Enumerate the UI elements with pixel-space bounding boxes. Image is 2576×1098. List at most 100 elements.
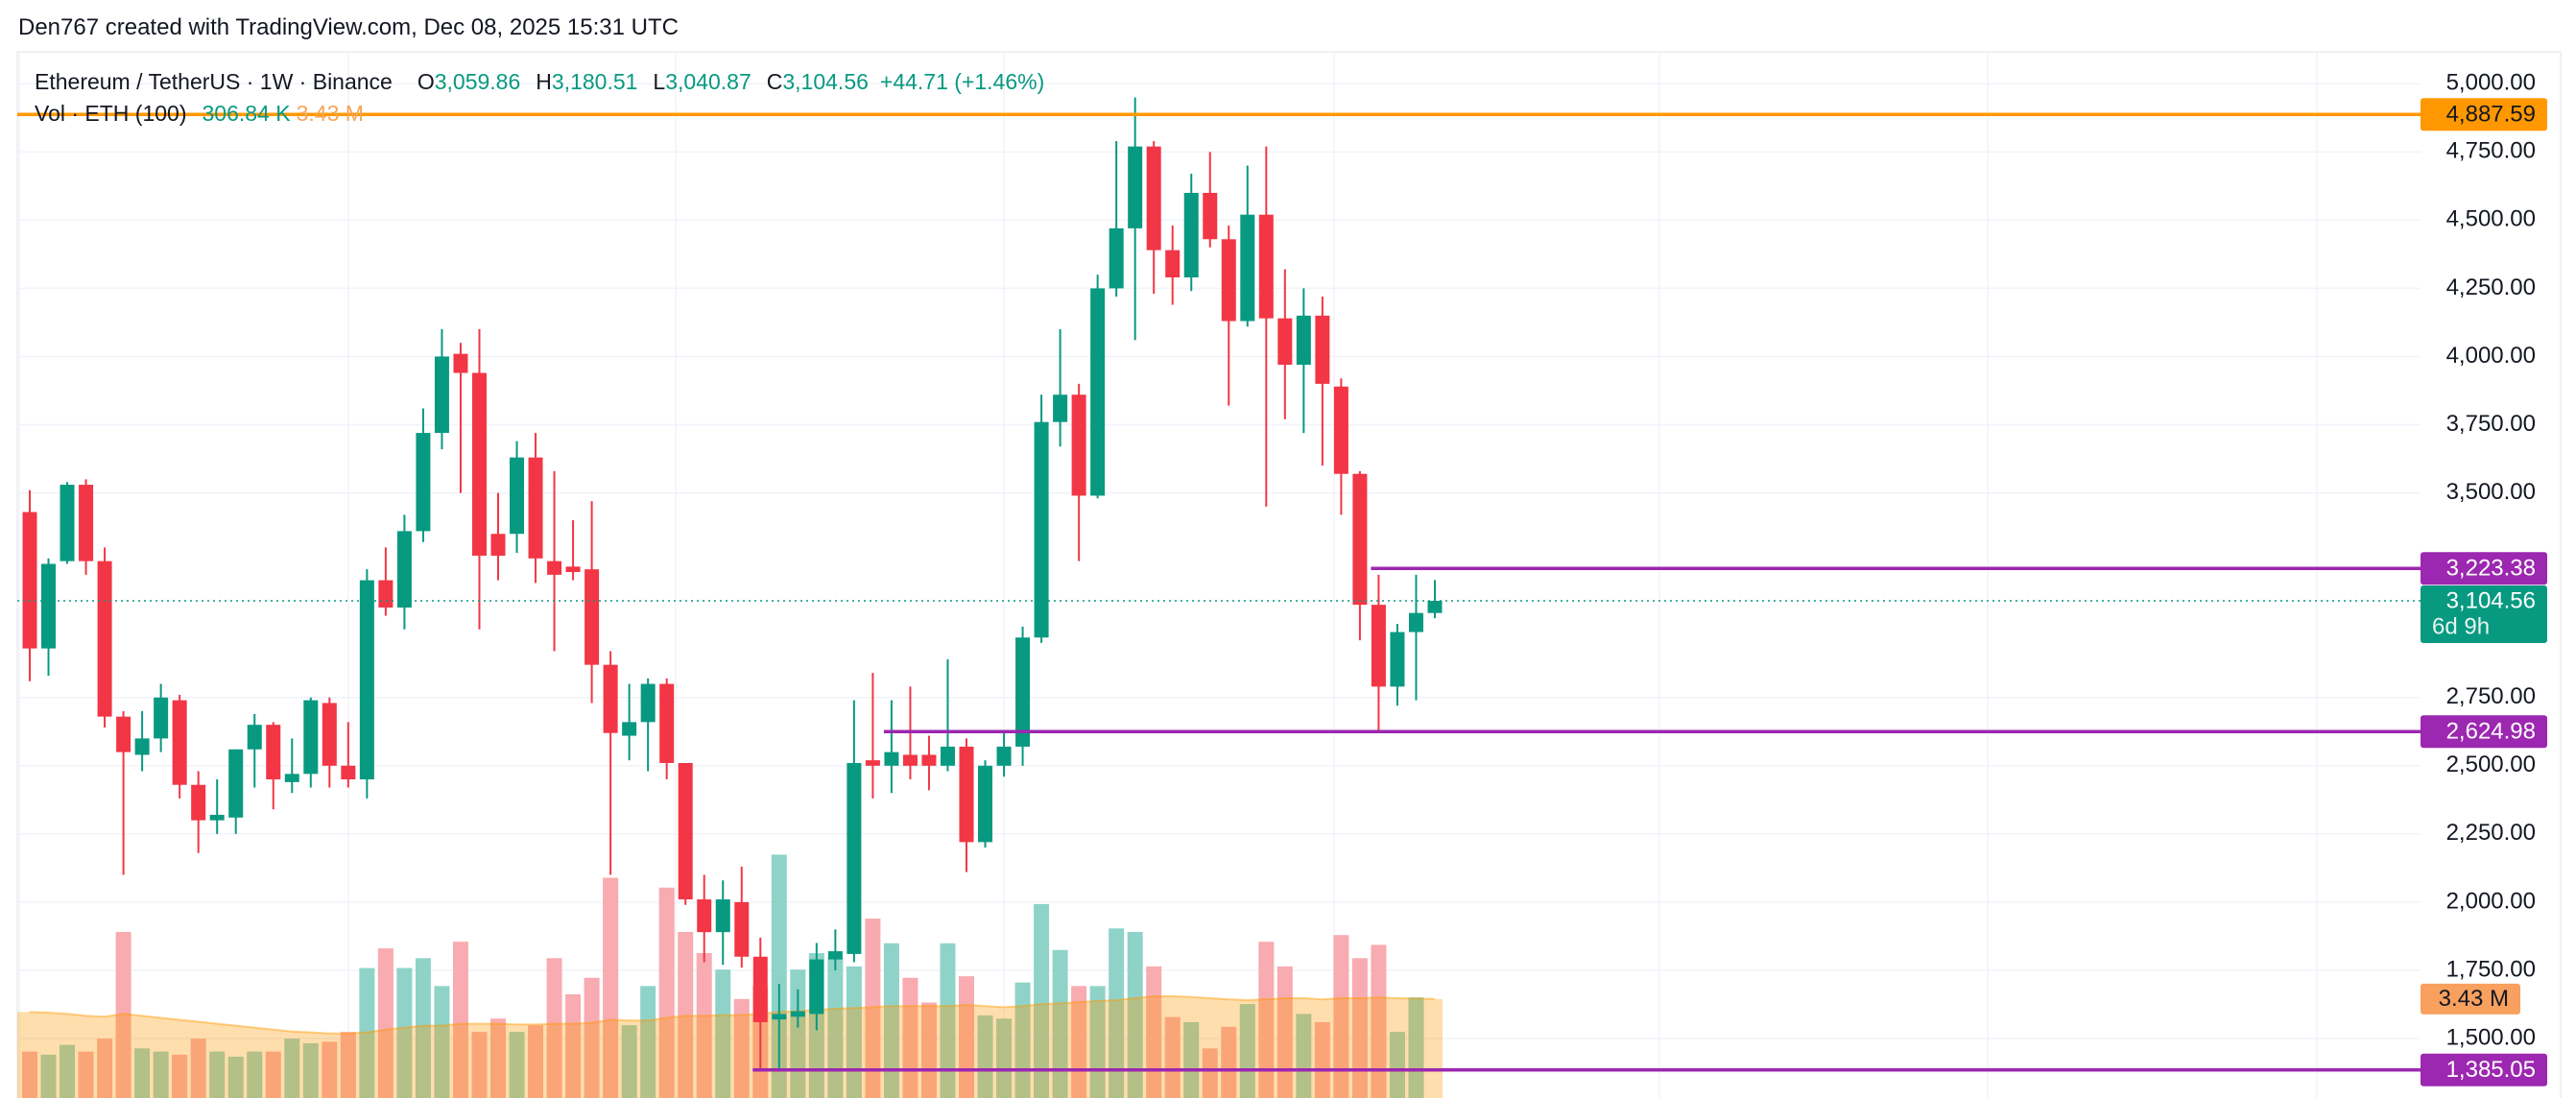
candle-body xyxy=(902,754,918,766)
volume-bar xyxy=(1127,931,1143,1098)
candle-body xyxy=(41,563,57,649)
volume-bar xyxy=(60,1044,76,1098)
ohlc-value: 3,104.56 xyxy=(782,69,869,94)
volume-bar xyxy=(865,919,881,1098)
volume-bar xyxy=(97,1038,113,1098)
candle-body xyxy=(453,353,468,373)
volume-bar xyxy=(733,998,750,1098)
candle-body xyxy=(359,580,374,780)
ohlc-value: 3,040.87 xyxy=(665,69,751,94)
volume-bar xyxy=(209,1051,226,1098)
volume-bar xyxy=(902,977,918,1098)
volume-bar xyxy=(603,877,619,1098)
volume-bar xyxy=(959,976,974,1098)
volume-bar xyxy=(471,1032,488,1098)
volume-bar xyxy=(1408,997,1424,1098)
volume-bar xyxy=(509,1032,525,1098)
volume-bar xyxy=(565,993,582,1098)
candle-body xyxy=(565,566,581,573)
ohlc-key: H xyxy=(536,69,552,94)
candle-body xyxy=(790,1011,805,1017)
price-tag-label: 4,887.59 xyxy=(2446,102,2536,128)
candle-body xyxy=(60,485,75,561)
candle-body xyxy=(1128,146,1143,228)
candle-body xyxy=(1352,473,1368,606)
candle-body xyxy=(1053,394,1068,422)
volume-bar xyxy=(1239,1004,1255,1098)
y-tick-label: 5,000.00 xyxy=(2446,70,2536,96)
price-tag xyxy=(2421,98,2547,131)
volume-bar xyxy=(434,986,450,1098)
countdown-label: 6d 9h xyxy=(2432,613,2490,639)
candle-body xyxy=(1203,192,1218,240)
candle-body xyxy=(284,774,299,782)
candle-body xyxy=(116,716,131,752)
candle-body xyxy=(172,700,187,785)
candle-body xyxy=(1183,192,1199,278)
volume-bar xyxy=(790,969,806,1098)
volume-bar xyxy=(920,1002,937,1098)
candle-body xyxy=(1090,288,1106,496)
volume-bar xyxy=(1146,966,1162,1098)
volume-ma-line xyxy=(29,994,1436,1035)
ohlc-value: 3,180.51 xyxy=(551,69,638,94)
volume-ma-value: 3.43 M xyxy=(296,101,364,126)
y-tick-label: 2,250.00 xyxy=(2446,820,2536,846)
candle-body xyxy=(1408,612,1423,633)
candle-body xyxy=(1165,250,1181,278)
volume-value: 306.84 K xyxy=(202,101,291,126)
candle-body xyxy=(1390,632,1405,687)
price-tag xyxy=(2421,552,2547,585)
volume-bar xyxy=(40,1054,57,1098)
candle-body xyxy=(378,580,394,608)
candle-body xyxy=(228,749,244,818)
volume-bar xyxy=(621,1025,637,1098)
candle-body xyxy=(191,784,206,821)
volume-bar xyxy=(1109,928,1125,1098)
volume-bar xyxy=(1221,1026,1237,1098)
ohlc-key: O xyxy=(417,69,435,94)
volume-bar xyxy=(359,967,375,1098)
candle-body xyxy=(341,765,356,780)
y-tick-label: 3,750.00 xyxy=(2446,411,2536,437)
candle-body xyxy=(1109,227,1124,289)
candle-body xyxy=(996,746,1012,766)
candle-body xyxy=(1333,386,1348,474)
candle-body xyxy=(1296,315,1311,366)
y-tick-label: 4,000.00 xyxy=(2446,343,2536,369)
volume-bar xyxy=(715,969,731,1098)
candle-body xyxy=(827,951,843,960)
volume-bar xyxy=(172,1054,188,1098)
candle-body xyxy=(1240,214,1255,322)
candle-body xyxy=(134,738,150,755)
candle-body xyxy=(603,664,618,733)
candle-body xyxy=(978,765,993,843)
candle-body xyxy=(1146,146,1161,251)
candle-body xyxy=(1315,315,1330,384)
volume-bar xyxy=(396,967,413,1098)
price-tag-label: 2,624.98 xyxy=(2446,719,2536,745)
volume-bar xyxy=(1164,1016,1181,1098)
price-tag-label: 1,385.05 xyxy=(2446,1057,2536,1083)
candle-body xyxy=(1071,394,1086,496)
candle-body xyxy=(659,683,675,763)
volume-bar xyxy=(190,1038,206,1098)
volume-bar xyxy=(846,966,862,1098)
y-tick-label: 4,500.00 xyxy=(2446,206,2536,232)
symbol-title: Ethereum / TetherUS · 1W · Binance xyxy=(35,69,393,94)
candle-body xyxy=(490,534,506,556)
volume-bar xyxy=(452,942,468,1098)
candle-body xyxy=(154,697,169,739)
candle-body xyxy=(847,762,862,954)
volume-bar xyxy=(115,931,131,1098)
y-tick-label: 2,500.00 xyxy=(2446,752,2536,777)
candle-body xyxy=(1221,239,1236,322)
plot-frame xyxy=(16,51,2562,1098)
candle-body xyxy=(303,700,319,775)
candle-body xyxy=(209,814,225,821)
volume-bar xyxy=(1183,1021,1200,1098)
candle-body xyxy=(416,433,431,532)
candle-body xyxy=(97,561,112,717)
watermark: Den767 created with TradingView.com, Dec… xyxy=(18,14,679,40)
